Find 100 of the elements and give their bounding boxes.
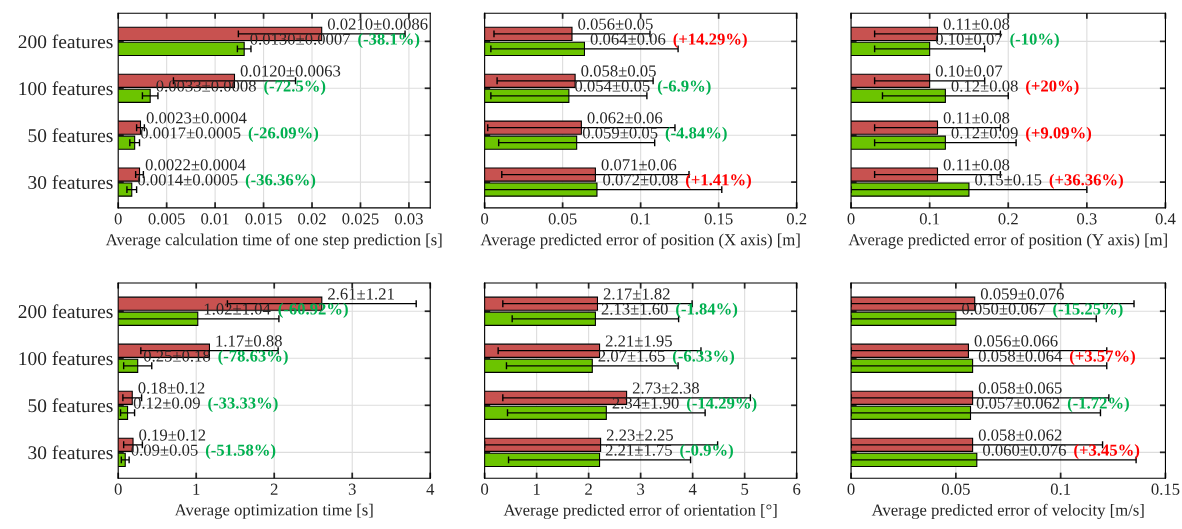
x-tick-label: 0.15 [704,213,733,225]
data-label: 0.058±0.05 [581,65,656,77]
x-axis-title: Average predicted error of orientation [°] [503,503,777,520]
x-tick-label: 1 [193,483,200,495]
data-label: 0.059±0.076 [980,288,1064,300]
x-tick-label: 0.015 [245,213,282,225]
data-label: 2.21±1.95 [605,335,672,347]
x-tick-label: 0.03 [394,213,423,225]
annotation: (-1.84%) [676,302,738,318]
data-label: 0.12±0.09 [133,397,200,409]
annotation: (-72.5%) [264,79,326,96]
x-tick-label: 0.025 [342,213,379,225]
data-label: 2.21±1.75 [605,444,672,456]
x-tick-label: 5 [741,483,749,495]
annotation: (+36.36%) [1049,173,1123,189]
x-tick-label: 2 [585,483,592,495]
annotation: (-26.09%) [248,126,319,142]
x-tick-label: 0.2 [786,213,807,225]
data-label: 0.0023±0.0004 [146,112,247,124]
x-axis-title: Average optimization time [s] [174,503,373,519]
data-label: 0.058±0.065 [978,382,1062,394]
data-label: 0.11±0.08 [943,18,1010,30]
x-axis-title: Average predicted error of position (X axis) [m] [480,233,800,249]
annotation: (+3.57%) [1069,349,1135,366]
y-tick-label: 50 features [28,398,113,413]
data-label: 0.15±0.15 [975,174,1042,186]
data-label: 0.056±0.066 [974,335,1058,347]
data-label: 0.11±0.08 [943,112,1010,124]
annotation: (+20%) [1026,79,1079,96]
data-label: 0.059±0.05 [582,127,658,139]
data-label: 0.056±0.05 [578,18,653,30]
annotation: (-36.36%) [245,173,316,189]
data-label: 0.057±0.062 [976,397,1060,409]
data-label: 0.072±0.08 [603,174,678,186]
x-tick-label: 0 [481,213,489,225]
data-label: 0.058±0.064 [978,350,1063,362]
annotation: (+1.41%) [686,173,751,189]
annotation: (-0.9%) [680,443,733,460]
x-tick-label: 0 [481,483,489,495]
data-label: 0.10±0.07 [935,65,1003,77]
x-axis-title: Average calculation time of one step prediction [s] [105,233,442,249]
annotation: (-15.25%) [1053,302,1123,318]
x-tick-label: 0.1 [919,213,940,225]
x-tick-label: 0.05 [941,483,970,495]
x-tick-label: 0.1 [630,213,651,225]
x-tick-label: 0.005 [148,213,185,225]
x-tick-label: 0.2 [998,213,1018,225]
data-label: 0.0014±0.0005 [137,174,238,186]
x-tick-label: 0 [847,213,855,225]
x-tick-label: 3 [348,483,356,495]
annotation: (+3.45%) [1074,443,1140,460]
x-tick-label: 0.4 [1155,213,1176,225]
x-tick-label: 0.3 [1077,213,1097,225]
data-label: 0.09±0.05 [131,444,198,456]
annotation: (-6.9%) [657,79,711,96]
data-label: 0.054±0.05 [575,80,650,92]
x-axis-title: Average predicted error of velocity [m/s] [871,503,1144,520]
x-tick-label: 1 [533,483,540,495]
data-label: 0.19±0.12 [139,429,206,441]
data-label: 2.17±1.82 [603,288,670,300]
x-tick-label: 3 [637,483,645,495]
data-label: 0.060±0.076 [983,444,1067,456]
annotation: (-33.33%) [208,396,278,413]
y-tick-label: 30 features [28,175,113,190]
data-label: 2.34±1.90 [612,397,679,409]
data-label: 0.12±0.09 [951,127,1018,139]
data-label: 0.0017±0.0005 [140,127,241,139]
data-label: 1.17±0.88 [216,335,282,347]
y-tick-label: 200 features [18,34,113,49]
data-label: 2.23±2.25 [606,429,673,441]
x-tick-label: 4 [688,483,697,495]
data-label: 0.058±0.062 [978,429,1062,441]
data-label: 0.18±0.12 [138,382,205,394]
data-label: 0.10±0.07 [935,33,1003,45]
annotation: (-10%) [1010,32,1059,49]
data-label: 0.0210±0.0086 [327,18,428,30]
y-tick-label: 50 features [28,128,113,143]
data-label: 2.13±1.60 [601,303,668,315]
annotation: (-14.29%) [687,396,757,413]
y-tick-label: 100 features [19,81,113,96]
x-tick-label: 2 [270,483,278,495]
annotation: (+9.09%) [1026,126,1092,142]
data-label: 2.73±2.38 [632,382,699,394]
data-label: 0.062±0.06 [587,112,663,124]
x-tick-label: 0 [114,483,122,495]
data-label: 0.0022±0.0004 [145,159,246,171]
y-tick-label: 30 features [28,445,113,460]
x-tick-label: 0 [114,213,122,225]
x-tick-label: 0.02 [298,213,326,225]
annotation: (+14.29%) [673,32,747,49]
annotation: (-51.58%) [205,443,276,460]
x-tick-label: 0.15 [1151,483,1180,495]
x-axis-title: Average predicted error of position (Y axis) [m] [848,233,1167,249]
annotation: (-6.33%) [672,349,735,366]
x-tick-label: 0 [847,483,855,495]
data-label: 0.0130±0.0007 [250,33,351,45]
x-tick-label: 6 [793,483,801,495]
data-label: 0.11±0.08 [943,159,1010,171]
x-tick-label: 4 [426,483,435,495]
y-tick-label: 100 features [19,351,113,366]
